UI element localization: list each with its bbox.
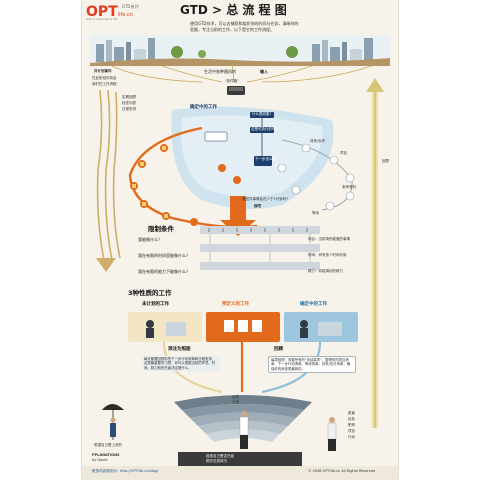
review-right-text: 每周回顾：收集所有的"未结事项"，整理你的项目清单、下一步行动清单、等待清单、将… xyxy=(268,356,356,374)
review-return-arrow xyxy=(366,78,384,428)
right-someday: 将来/也许 xyxy=(310,139,326,143)
collect-label-input: 输入 xyxy=(260,69,268,74)
stairs-top-label: 查看 xyxy=(232,395,239,399)
modes-heading: 3种性质的工作 xyxy=(128,289,172,297)
right-list-item-3: 职责 xyxy=(348,423,355,427)
input-streams xyxy=(111,61,373,83)
stairs-sub-label: 日程 xyxy=(232,400,239,404)
decision-chain xyxy=(204,112,274,184)
page-title: GTD > 总 流 程 图 xyxy=(180,3,287,17)
publisher-author: by David xyxy=(92,458,108,462)
brand-logo-suffix: life.cn xyxy=(117,12,133,18)
right-column-label: 回顾 xyxy=(382,159,389,163)
right-projects: 项目 xyxy=(340,151,347,155)
constraint-bars xyxy=(200,226,320,270)
constraint-answer-2: 时间：你有多少时间可用 xyxy=(308,253,347,257)
gtd-poster: OPTlife.cn Get to optimizing life GTD系列 … xyxy=(82,0,398,480)
left-figure-caption: 希望自己是上帝的 xyxy=(94,443,122,447)
brand-tag: GTD系列 xyxy=(122,4,139,9)
footer-copyright: © 2008 OPTlife.cn All Rights Reserved xyxy=(308,469,376,473)
right-list-item-1: 愿景 xyxy=(348,411,355,415)
review-left-text: 每天都要回顾你的下一步行动清单和日程安排，这是最重要的习惯，你可以根据当前的环境… xyxy=(142,356,220,372)
question-what: 什么是收集? xyxy=(252,112,272,116)
mode-2-label: 预定义的工作 xyxy=(222,302,249,307)
brand-logo: OPTlife.cn xyxy=(86,3,133,20)
mode-3-label: 确定中的工作 xyxy=(300,302,327,307)
publisher-name: PPLANATIONS xyxy=(92,453,120,457)
constraint-question-2: 我在有限的时间里能做什么？ xyxy=(138,253,190,258)
organize-nodes xyxy=(277,143,355,211)
brand-logo-text: OPT xyxy=(86,4,118,20)
left-checklists: 检查列表 xyxy=(122,101,136,105)
mode-1-label: 未计划的工作 xyxy=(142,302,169,307)
right-reference: 参考资料 xyxy=(342,185,356,189)
left-ribbon-arrow xyxy=(96,258,116,272)
brand-subtitle: Get to optimizing life xyxy=(86,17,118,21)
collect-label: 生活中各种随机的 xyxy=(204,69,236,74)
bottom-banner-sub: 跟踪进展情况 xyxy=(206,459,227,463)
right-list-item-4: 项目 xyxy=(348,429,355,433)
left-clarify-label: 并计划事件 xyxy=(94,69,112,73)
review-right-title: 回顾 xyxy=(274,347,283,352)
footer-band xyxy=(82,466,398,480)
inbox-label: "收件箱" xyxy=(225,79,239,83)
next-action-label: 下一步怎么做? xyxy=(255,157,278,161)
constraint-question-1: 我能做什么？ xyxy=(138,237,162,242)
left-col-label-2: 我们的工作流程 xyxy=(92,82,117,86)
define-work-label: 确定中的工作 xyxy=(190,105,217,110)
question-actionable: 这是可执行的吗? xyxy=(251,127,278,131)
converging-streams xyxy=(162,341,322,394)
left-calendar: 日程安排 xyxy=(122,107,136,111)
right-list-item-5: 行动 xyxy=(348,435,355,439)
constraint-answer-3: 精力：你能调动的精力 xyxy=(308,269,343,273)
poster-artwork xyxy=(82,0,398,480)
clarify-node-icons xyxy=(132,146,168,218)
do-it-label: 做吧 xyxy=(254,204,261,208)
city-skyline xyxy=(90,35,390,66)
bottom-banner xyxy=(178,452,302,466)
bottom-banner-text: 检查自己是否已经 xyxy=(206,454,234,458)
two-minute-label: 做这件事情会花少于2分钟吗? xyxy=(242,197,289,201)
three-modes xyxy=(128,312,358,342)
intro-text: 使用GTD技术，可以去捕获和组织你的时间与任务，清晰你的思路，专注当前的工作，以… xyxy=(190,21,299,32)
left-ribbons xyxy=(96,89,121,261)
figure-right-man xyxy=(327,417,337,451)
left-col-label-1: 在此阶段你将会 xyxy=(92,76,117,80)
figure-center-man xyxy=(239,411,249,449)
inbox-tray xyxy=(227,86,245,95)
figure-left-umbrella xyxy=(102,404,124,440)
review-left-title: 添注为照面 xyxy=(168,347,191,352)
right-list-item-2: 目标 xyxy=(348,417,355,421)
left-weekly: 定期回顾 xyxy=(122,95,136,99)
constraint-answer-1: 场合：当前场所能做的事情 xyxy=(308,237,350,241)
right-waiting: 等待 xyxy=(312,211,319,215)
footer-url[interactable]: 更多内容请访问：http://OPTlife.cn/blog/ xyxy=(92,469,159,473)
constraints-heading: 限制条件 xyxy=(148,225,174,233)
constraint-question-3: 我在有限的能力下能做什么？ xyxy=(138,269,190,274)
